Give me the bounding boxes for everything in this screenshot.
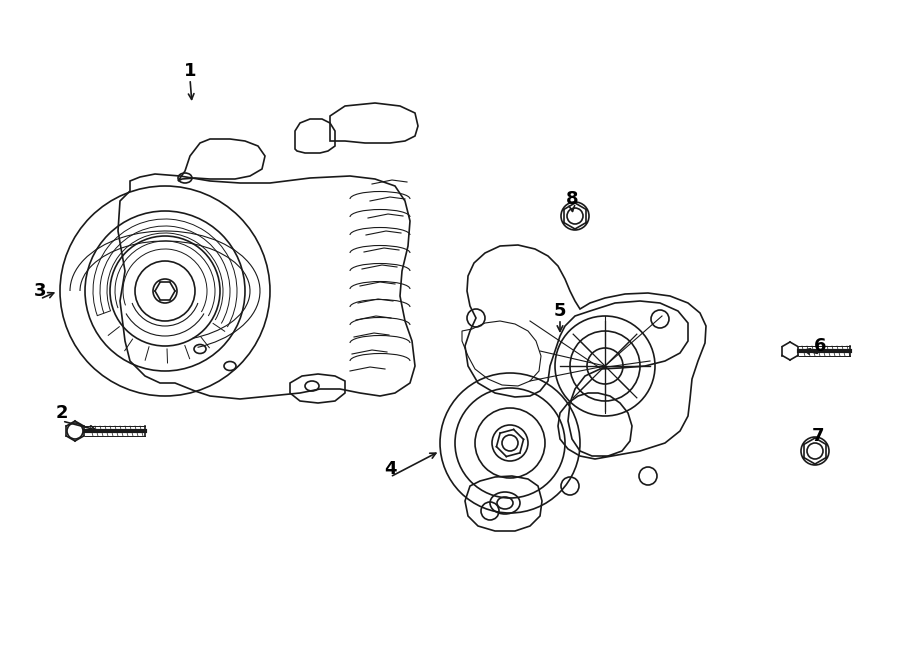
Text: 3: 3 <box>34 282 46 300</box>
Text: 5: 5 <box>554 302 566 320</box>
Text: 2: 2 <box>56 404 68 422</box>
Text: 7: 7 <box>812 427 824 445</box>
Text: 1: 1 <box>184 62 196 80</box>
Text: 6: 6 <box>814 337 826 355</box>
Text: 8: 8 <box>566 190 579 208</box>
Text: 4: 4 <box>383 460 396 478</box>
